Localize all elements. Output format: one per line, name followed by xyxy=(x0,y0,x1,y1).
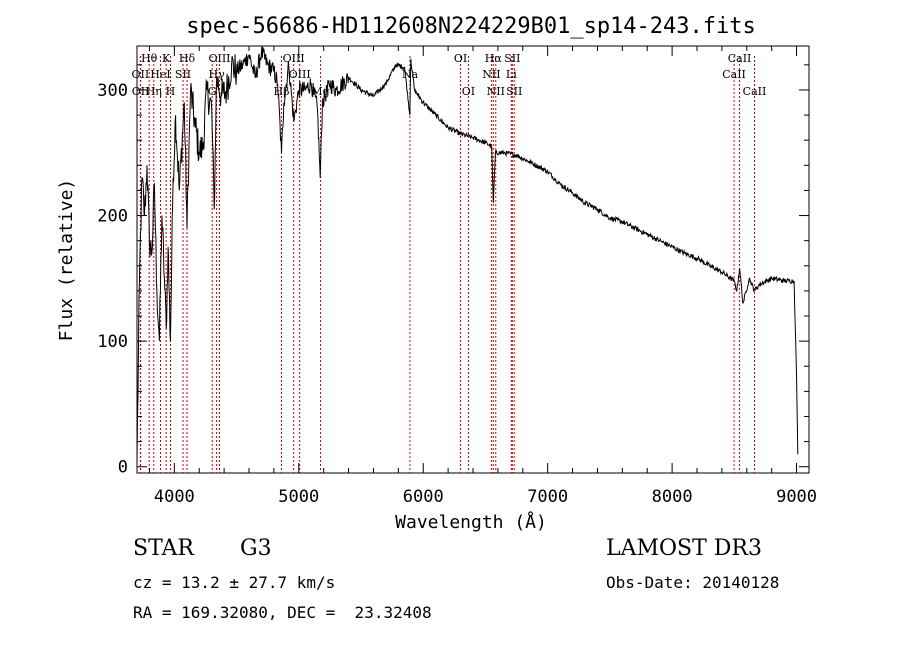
x-tick-label: 9000 xyxy=(776,487,817,507)
spectral-line-label: SII xyxy=(175,68,191,81)
spectral-line-label: OII xyxy=(132,68,150,81)
y-axis: 0 100 200 300 xyxy=(97,64,809,478)
spectral-line-label: Li xyxy=(506,68,517,81)
x-tick-label: 6000 xyxy=(403,487,444,507)
y-tick-label: 200 xyxy=(97,207,128,227)
x-tick-label: 4000 xyxy=(154,487,195,507)
y-tick-label: 0 xyxy=(118,458,128,478)
chart-title: spec-56686-HD112608N224229B01_sp14-243.f… xyxy=(186,14,756,39)
spectral-line-label: SII xyxy=(504,52,520,65)
object-class: STAR xyxy=(133,536,194,561)
spectral-line-markers xyxy=(139,56,755,473)
survey-name: LAMOST DR3 xyxy=(606,536,762,561)
object-subclass: G3 xyxy=(240,536,272,561)
x-axis-label: Wavelength (Å) xyxy=(395,511,547,533)
y-tick-label: 300 xyxy=(97,81,128,101)
spectral-line-label: Hδ xyxy=(179,52,196,65)
spectral-line-label: CaII xyxy=(743,85,767,98)
redshift-velocity: cz = 13.2 ± 27.7 km/s xyxy=(133,573,336,592)
spectral-line-label: G xyxy=(208,85,217,98)
x-tick-label: 8000 xyxy=(652,487,693,507)
spectrum-series-line xyxy=(136,46,799,461)
spectral-line-label: NII xyxy=(487,85,505,98)
spectral-line-label: NII xyxy=(482,68,500,81)
spectral-line-label: Hη xyxy=(146,85,162,98)
spectral-line-label: OIII xyxy=(289,68,311,81)
spectral-line-label: CaII xyxy=(722,68,746,81)
y-axis-label: Flux (relative) xyxy=(56,179,77,342)
spectral-line-label: CaII xyxy=(728,52,752,65)
plot-frame xyxy=(136,45,810,474)
spectral-line-label: HeI xyxy=(150,68,170,81)
spectral-line-label: Hγ xyxy=(209,68,226,81)
spectral-line-label: OI xyxy=(462,85,475,98)
x-tick-label: 5000 xyxy=(278,487,319,507)
spectral-line-label: H xyxy=(166,85,176,98)
observation-date: Obs-Date: 20140128 xyxy=(606,573,780,592)
spectral-line-label: Hθ xyxy=(141,52,158,65)
spectral-line-label: OII xyxy=(132,85,150,98)
spectral-line-label: K xyxy=(162,52,171,65)
ra-dec-coordinates: RA = 169.32080, DEC = 23.32408 xyxy=(133,603,432,622)
spectral-line-label: Hα xyxy=(485,52,503,65)
spectral-line-label: OIII xyxy=(283,52,305,65)
x-tick-label: 7000 xyxy=(527,487,568,507)
y-tick-label: 100 xyxy=(97,332,128,352)
spectral-line-label: OI xyxy=(454,52,467,65)
spectral-line-label: OIII xyxy=(208,52,230,65)
x-axis: 4000 5000 6000 7000 8000 9000 xyxy=(148,46,817,507)
spectral-line-label: SII xyxy=(506,85,522,98)
